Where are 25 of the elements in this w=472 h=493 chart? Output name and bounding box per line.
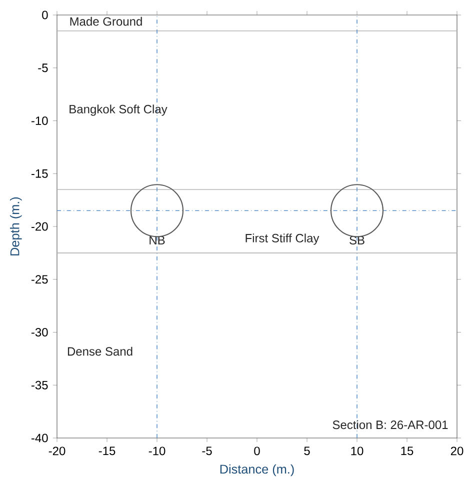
y-tick-label: -10	[31, 116, 48, 126]
y-tick-label: -30	[31, 328, 48, 337]
x-tick-label: 20	[450, 446, 464, 456]
x-tick-label: 0	[254, 446, 260, 456]
annotation: Bangkok Soft Clay	[70, 104, 168, 116]
y-tick-label: 0	[42, 10, 48, 20]
y-tick-label: -5	[38, 64, 48, 72]
x-axis-title: Distance (m.)	[220, 464, 294, 476]
annotation: First Stiff Clay	[246, 234, 320, 245]
x-tick-label: 15	[401, 446, 414, 456]
y-tick-label: -15	[31, 169, 48, 178]
x-tick-label: -15	[98, 446, 116, 456]
x-tick-label: -5	[202, 446, 212, 456]
y-tick-label: -20	[31, 222, 48, 231]
y-tick-label: -35	[31, 380, 48, 390]
y-axis-title: Depth (m.)	[10, 197, 22, 256]
x-tick-label: 5	[304, 446, 310, 456]
annotation: Section B: 26-AR-001	[332, 420, 448, 430]
y-tick-label: -40	[31, 434, 48, 442]
y-tick-label: -25	[31, 275, 48, 284]
annotation: Made Ground	[70, 16, 142, 26]
x-tick-label: 10	[351, 446, 364, 456]
x-tick-label: -20	[48, 446, 66, 456]
annotation: Dense Sand	[68, 346, 132, 356]
x-tick-label: -10	[148, 446, 166, 456]
